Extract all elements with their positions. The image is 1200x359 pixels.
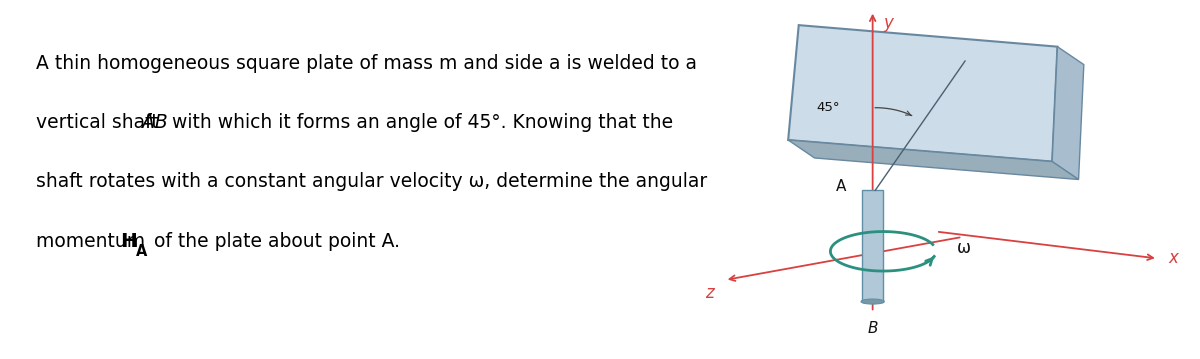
Text: of the plate about point A.: of the plate about point A. <box>148 232 400 251</box>
Text: A thin homogeneous square plate of mass m and side a is welded to a: A thin homogeneous square plate of mass … <box>36 54 697 73</box>
Text: x: x <box>1169 250 1178 267</box>
Text: z: z <box>706 284 714 302</box>
Text: vertical shaft: vertical shaft <box>36 113 164 132</box>
Polygon shape <box>862 190 883 302</box>
Text: A: A <box>136 244 146 259</box>
Text: H: H <box>120 232 137 251</box>
Text: momentum: momentum <box>36 232 151 251</box>
Text: with which it forms an angle of 45°. Knowing that the: with which it forms an angle of 45°. Kno… <box>166 113 673 132</box>
Polygon shape <box>1052 47 1084 180</box>
Text: 45°: 45° <box>816 101 840 114</box>
Text: shaft rotates with a constant angular velocity ω, determine the angular: shaft rotates with a constant angular ve… <box>36 172 707 191</box>
Text: B: B <box>868 321 878 336</box>
Ellipse shape <box>862 299 884 304</box>
Text: A: A <box>835 179 846 194</box>
Text: y: y <box>883 14 893 32</box>
Polygon shape <box>788 25 1057 162</box>
Polygon shape <box>788 140 1079 180</box>
Text: ω: ω <box>958 239 971 257</box>
Text: AB: AB <box>142 113 167 132</box>
